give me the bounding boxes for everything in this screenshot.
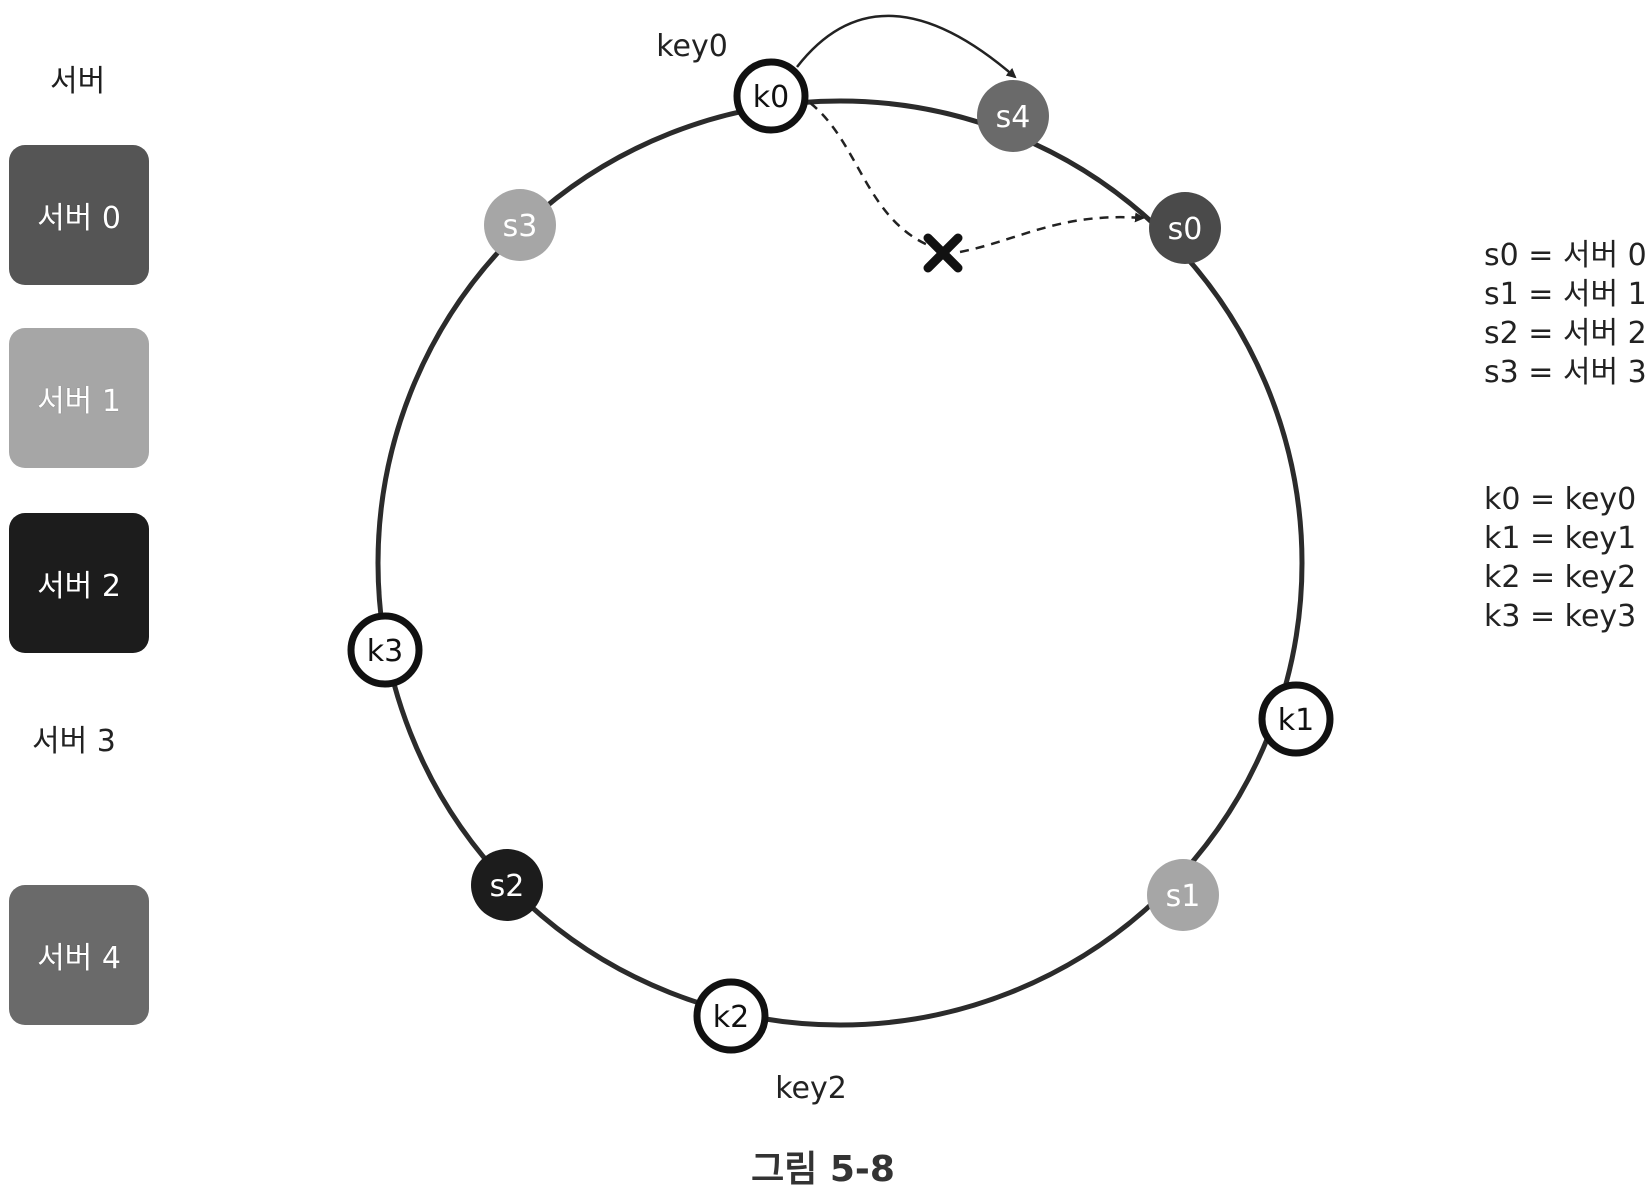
key-node-k0: k0 (733, 58, 809, 134)
key-legend-item: k2 = key2 (1484, 560, 1637, 595)
server-node-s1: s1 (1147, 859, 1219, 931)
server-legend-item: s3 = 서버 3 (1484, 355, 1646, 390)
server-node-s4-circle (977, 80, 1049, 152)
key-legend-item: k3 = key3 (1484, 599, 1637, 634)
key-node-k2: k2 (693, 978, 769, 1054)
key-node-k3-circle (347, 612, 423, 688)
server-node-s4-label: s4 (996, 100, 1031, 135)
key-node-k0-label: k0 (753, 80, 789, 115)
server-box-4-label: 서버 4 (37, 941, 121, 976)
key-node-k3: k3 (347, 612, 423, 688)
key-legend: k0 = key0 k1 = key1 k2 = key2 k3 = key3 (1484, 480, 1636, 636)
server-box-2: 서버 2 (9, 513, 149, 653)
server-box-0: 서버 0 (9, 145, 149, 285)
server-node-s2-circle (471, 849, 543, 921)
server-legend-item: s2 = 서버 2 (1484, 316, 1646, 351)
server-node-s2: s2 (471, 849, 543, 921)
server-node-s1-circle (1147, 859, 1219, 931)
arrow-k0-to-s4 (796, 14, 1017, 79)
key-node-k1-circle (1258, 681, 1334, 757)
server-node-s4: s4 (977, 80, 1049, 152)
key-node-k3-label: k3 (367, 634, 403, 669)
server-node-s1-label: s1 (1166, 879, 1201, 914)
dashed-arrow-k0-to-removed (796, 92, 936, 250)
server-node-s2-label: s2 (490, 869, 525, 904)
dashed-arrow-to-s0 (959, 212, 1145, 254)
key0-label: key0 (656, 29, 728, 64)
server-box-0-label: 서버 0 (37, 201, 121, 236)
key-node-k2-label: k2 (713, 1000, 749, 1035)
server-node-s0: s0 (1149, 192, 1221, 264)
server-node-s3-circle (484, 189, 556, 261)
key-node-k1: k1 (1258, 681, 1334, 757)
server-legend: s0 = 서버 0 s1 = 서버 1 s2 = 서버 2 s3 = 서버 3 (1484, 236, 1646, 392)
server-node-s3: s3 (484, 189, 556, 261)
key2-label: key2 (775, 1071, 847, 1106)
server-box-1-label: 서버 1 (37, 384, 121, 419)
key-legend-item: k0 = key0 (1484, 482, 1637, 517)
servers-title: 서버 (50, 64, 106, 99)
server-3-removed-label: 서버 3 (32, 724, 116, 759)
key-legend-item: k1 = key1 (1484, 521, 1637, 556)
server-legend-item: s1 = 서버 1 (1484, 277, 1646, 312)
server-legend-item: s0 = 서버 0 (1484, 238, 1646, 273)
server-box-4: 서버 4 (9, 885, 149, 1025)
server-node-s3-label: s3 (503, 209, 538, 244)
server-box-1: 서버 1 (9, 328, 149, 468)
key-node-k1-label: k1 (1278, 703, 1314, 738)
server-node-s0-circle (1149, 192, 1221, 264)
hash-ring (375, 98, 1305, 1028)
key-node-k0-circle (733, 58, 809, 134)
server-box-2-label: 서버 2 (37, 569, 121, 604)
figure-caption: 그림 5-8 (751, 1149, 895, 1190)
removed-server-x-icon (923, 233, 963, 273)
server-node-s0-label: s0 (1168, 212, 1203, 247)
key-node-k2-circle (693, 978, 769, 1054)
